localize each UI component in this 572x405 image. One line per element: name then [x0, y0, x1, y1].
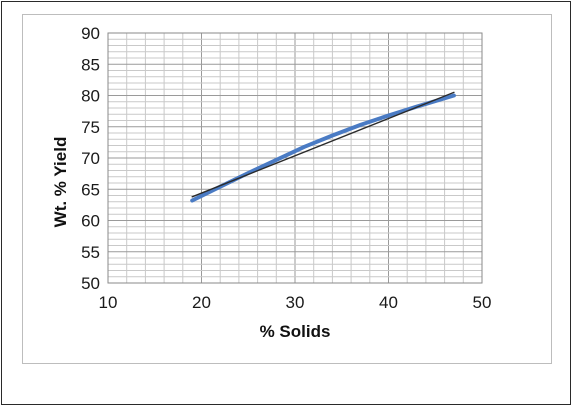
- tick-labels: 10 20 30 40 50 50 55 60 65 70 75 80 85 90: [81, 24, 491, 312]
- x-tick-label: 50: [473, 293, 492, 312]
- series-group: [190, 91, 456, 203]
- x-tick-label: 40: [379, 293, 398, 312]
- trend-line: [191, 91, 455, 198]
- plot-border: [107, 32, 483, 284]
- x-tick-label: 10: [99, 293, 118, 312]
- x-axis-title: % Solids: [260, 322, 331, 341]
- y-tick-label: 90: [81, 24, 100, 43]
- y-tick-label: 75: [81, 118, 100, 137]
- x-tick-label: 20: [192, 293, 211, 312]
- y-tick-label: 85: [81, 55, 100, 74]
- y-tick-label: 60: [81, 212, 100, 231]
- yield-data-line: [190, 93, 456, 203]
- y-tick-label: 55: [81, 243, 100, 262]
- y-tick-label: 80: [81, 87, 100, 106]
- x-tick-label: 30: [286, 293, 305, 312]
- y-tick-label: 70: [81, 149, 100, 168]
- y-tick-label: 50: [81, 274, 100, 293]
- y-axis-title: Wt. % Yield: [51, 137, 70, 228]
- y-tick-label: 65: [81, 180, 100, 199]
- grid: [107, 32, 483, 284]
